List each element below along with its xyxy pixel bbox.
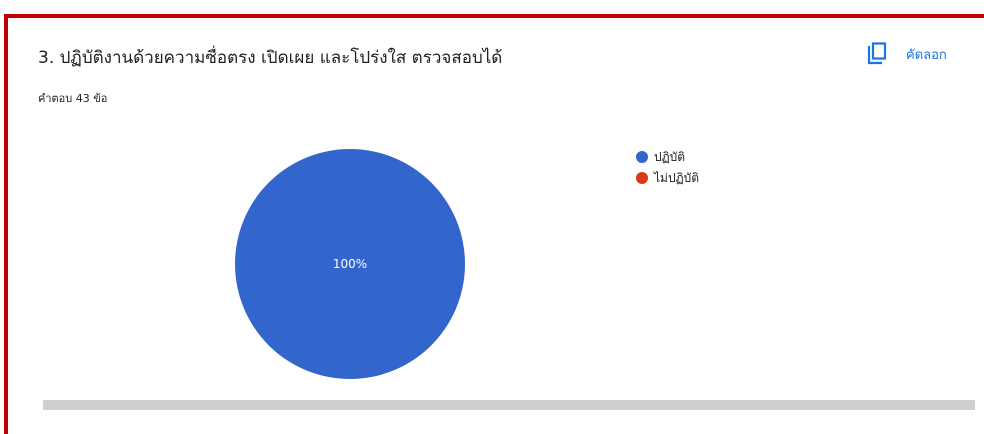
legend-label-1: ไม่ปฏิบัติ	[654, 170, 700, 185]
question-title: 3. ปฏิบัติงานด้วยความซื่อตรง เปิดเผย และ…	[38, 48, 503, 68]
copy-button[interactable]: คัดลอก	[866, 42, 947, 66]
legend-swatch-0	[636, 151, 648, 163]
copy-label: คัดลอก	[906, 47, 947, 63]
chart-legend: ปฏิบัติ ไม่ปฏิบัติ	[636, 149, 699, 191]
legend-swatch-1	[636, 172, 648, 184]
response-count: คำตอบ 43 ข้อ	[38, 92, 108, 105]
pie-slice-label-0: 100%	[333, 257, 367, 271]
card-frame	[4, 14, 984, 434]
copy-icon	[867, 42, 887, 65]
horizontal-scrollbar[interactable]	[43, 400, 975, 410]
pie-slice-0[interactable]	[235, 149, 465, 379]
legend-label-0: ปฏิบัติ	[654, 149, 686, 164]
legend-item-1[interactable]: ไม่ปฏิบัติ	[636, 170, 699, 186]
legend-item-0[interactable]: ปฏิบัติ	[636, 149, 699, 165]
